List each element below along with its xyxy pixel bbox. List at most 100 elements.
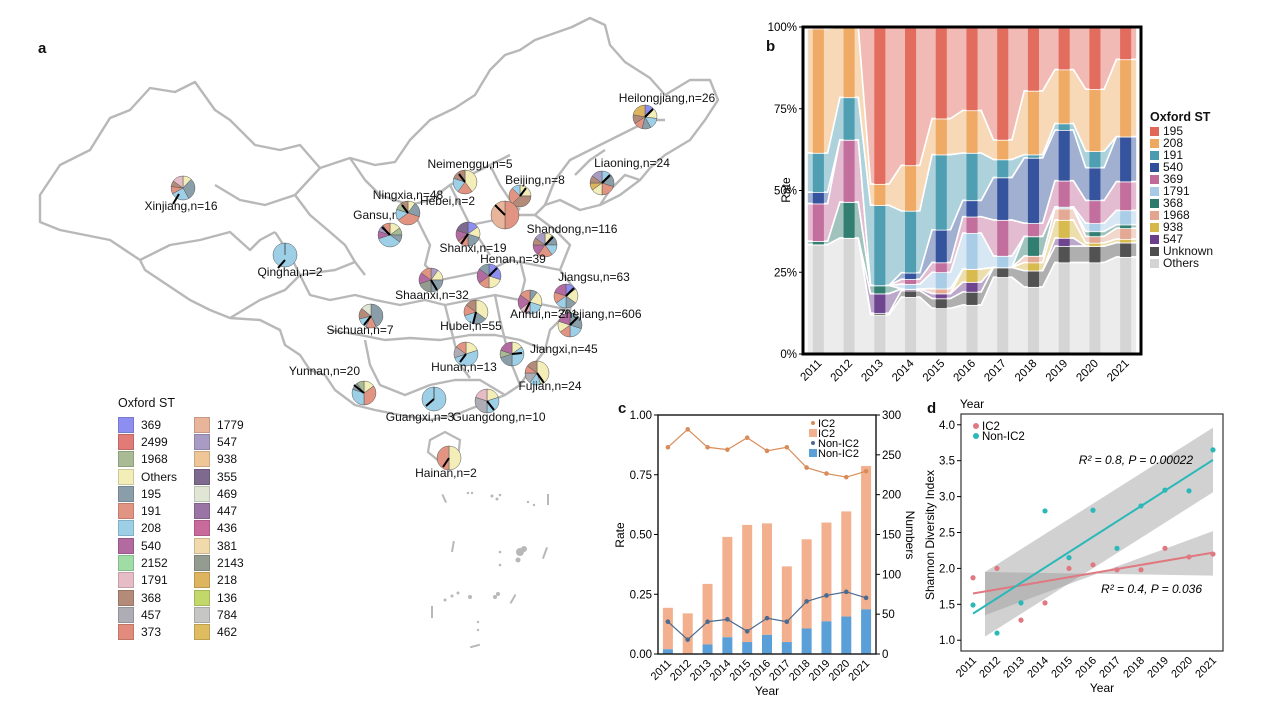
- province-pie-jiangsu: Jiangsu,n=63: [553, 270, 630, 309]
- legend-marker: [973, 433, 979, 439]
- province-label: Ningxia,n=48: [373, 188, 444, 202]
- map-legend-item: 2499: [118, 433, 177, 450]
- bar-segment-195: [1120, 27, 1132, 60]
- point-non-ic2: [1210, 447, 1216, 453]
- y-tick-label: 1.5: [939, 599, 955, 611]
- bar-segment-369: [812, 203, 824, 242]
- province-pie-yunnan: Yunnan,n=20: [289, 364, 377, 406]
- legend-label: IC2: [818, 418, 835, 430]
- chart-b-legend-item: 540: [1150, 161, 1213, 173]
- legend-swatch: [1150, 138, 1159, 148]
- province-label: Jiangxi,n=45: [530, 342, 598, 356]
- province-pie-shaanxi: Shaanxi,n=32: [395, 267, 469, 302]
- y2-tick-label: 300: [882, 410, 901, 422]
- province-label: Liaoning,n=24: [594, 156, 670, 170]
- legend-label: 1791: [141, 573, 168, 588]
- chart-b-legend-item: Others: [1150, 257, 1213, 269]
- legend-swatch: [194, 485, 211, 502]
- province-label: Qinghai,n=2: [257, 265, 322, 279]
- bar-segment-unknown: [935, 298, 947, 309]
- legend-swatch: [118, 503, 134, 520]
- point-non-ic2: [784, 619, 790, 625]
- province-pie-heilongjiang: Heilongjiang,n=26: [619, 91, 716, 130]
- point-non-ic2: [1018, 600, 1024, 606]
- pie-slice: [475, 388, 488, 402]
- chart-b-layers: [806, 26, 1138, 355]
- legend-label: Others: [1163, 256, 1200, 270]
- flow-195: [806, 26, 1138, 185]
- bar-non-ic2: [801, 628, 812, 654]
- province-label: Xinjiang,n=16: [144, 199, 217, 213]
- legend-swatch: [1150, 150, 1159, 160]
- bar-segment-368: [1089, 231, 1101, 237]
- y2-tick-label: 250: [882, 450, 901, 462]
- bar-segment-others: [1027, 286, 1039, 354]
- bar-segment-195: [1089, 27, 1101, 90]
- legend-swatch: [1150, 246, 1159, 256]
- bar-segment-369: [843, 139, 855, 202]
- chart-b-legend-item: 1968: [1150, 209, 1213, 221]
- chart-b-legend-items: 195 208 191 540 369 1791 368 1968 938 547 Unknown O…: [1150, 125, 1213, 269]
- point-ic2: [1090, 562, 1096, 568]
- bar-segment-208: [935, 118, 947, 155]
- legend-swatch: [194, 416, 211, 433]
- province-label: Hunan,n=13: [431, 360, 497, 374]
- bar-segment-208: [1027, 90, 1039, 155]
- legend-label: 1968: [1163, 208, 1190, 222]
- province-pie-jiangxi: Jiangxi,n=45: [499, 341, 598, 367]
- pie-leader-line: [494, 204, 506, 216]
- point-non-ic2: [764, 615, 770, 621]
- pie-slice: [455, 341, 467, 355]
- bar-segment-1791: [966, 233, 978, 269]
- province-border: [443, 304, 471, 379]
- x-tick-label: 2016: [952, 358, 979, 385]
- flow-208: [806, 26, 1138, 212]
- pie-leader-line: [569, 316, 579, 326]
- point-non-ic2: [1186, 488, 1192, 494]
- province-pie-fujian: Fujian,n=24: [518, 360, 582, 393]
- legend-label: 1779: [217, 417, 244, 432]
- map-legend-title: Oxford ST: [118, 396, 175, 410]
- province-border: [363, 339, 506, 397]
- pie-leader-line: [363, 315, 372, 326]
- province-label: Shandong,n=116: [527, 222, 618, 236]
- legend-swatch: [118, 555, 134, 572]
- province-pie-guangxi: Guangxi,n=3: [386, 386, 455, 424]
- legend-label: 540: [1163, 160, 1184, 174]
- x-tick-label: 2017: [1097, 655, 1123, 681]
- pie-leader-line: [442, 457, 450, 468]
- pie-slice: [511, 184, 521, 197]
- legend-label: 381: [217, 538, 238, 553]
- chart-b-legend-item: 191: [1150, 149, 1213, 161]
- pie-leader-line: [644, 108, 654, 118]
- legend-label: 436: [217, 521, 238, 536]
- bar-segment-195: [1027, 27, 1039, 91]
- pie-leader-line: [401, 204, 409, 214]
- bar-segment-others: [812, 244, 824, 354]
- fit-line-non-ic2: [972, 459, 1214, 615]
- pie-leader-line: [519, 187, 527, 197]
- bar-ic2: [762, 523, 772, 635]
- bar-segment-others: [905, 297, 917, 354]
- legend-swatch: [194, 451, 211, 468]
- bar-segment-208: [843, 27, 855, 98]
- legend-label: IC2: [818, 428, 835, 440]
- pie-slice: [558, 312, 571, 326]
- legend-label: Unknown: [1163, 244, 1214, 258]
- y-tick-label: 0%: [780, 349, 797, 361]
- legend-label: 373: [141, 625, 162, 640]
- x-tick-label: 2017: [767, 658, 793, 684]
- bar-segment-1968: [935, 288, 947, 294]
- pie-slice: [363, 385, 377, 406]
- pie-slice: [464, 169, 478, 193]
- bar-segment-others: [1089, 262, 1101, 354]
- flow-1968: [807, 207, 1138, 295]
- legend-swatch: [1150, 222, 1159, 232]
- legend-swatch: [1150, 162, 1159, 172]
- flow-191: [806, 96, 1137, 287]
- pie-slice: [465, 299, 477, 313]
- point-non-ic2: [1090, 507, 1096, 513]
- bar-ic2: [781, 566, 792, 643]
- pie-slice: [500, 341, 513, 355]
- x-tick-label: 2016: [1073, 655, 1099, 681]
